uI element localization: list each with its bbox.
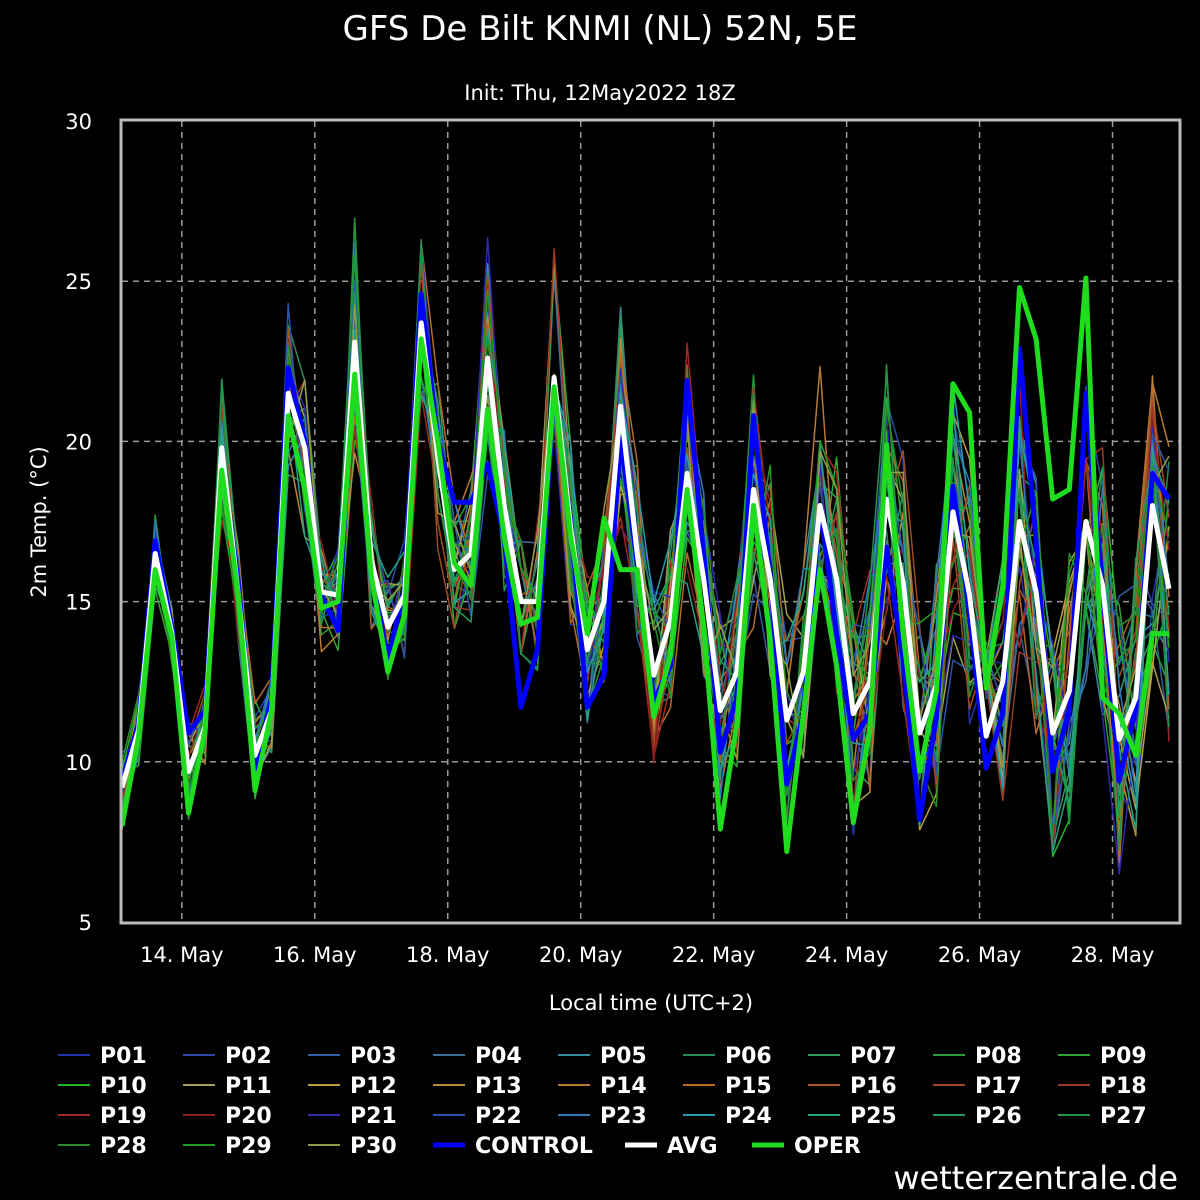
legend-label: CONTROL bbox=[475, 1134, 593, 1159]
x-axis-label: Local time (UTC+2) bbox=[549, 991, 753, 1015]
x-tick-label: 20. May bbox=[539, 943, 623, 967]
series-lines bbox=[119, 217, 1172, 875]
legend: P01 P02 P03 P04 P05 P06 P07 P08 P09 P10 P11 P12 P13 P… bbox=[58, 1044, 1147, 1159]
x-tick-label: 24. May bbox=[805, 943, 889, 967]
legend-label: P01 bbox=[100, 1044, 147, 1069]
legend-label: P04 bbox=[475, 1044, 522, 1069]
legend-label: P29 bbox=[225, 1134, 272, 1159]
plot-frame bbox=[119, 118, 1182, 925]
legend-label: P10 bbox=[100, 1074, 147, 1099]
legend-label: P12 bbox=[350, 1074, 397, 1099]
legend-label: P19 bbox=[100, 1104, 147, 1129]
legend-label: P05 bbox=[600, 1044, 647, 1069]
x-tick-label: 14. May bbox=[140, 943, 224, 967]
legend-label: P15 bbox=[725, 1074, 772, 1099]
legend-label: P27 bbox=[1100, 1104, 1147, 1129]
legend-label: P22 bbox=[475, 1104, 522, 1129]
legend-label: P09 bbox=[1100, 1044, 1147, 1069]
y-tick-label: 5 bbox=[79, 911, 92, 935]
series-line-oper bbox=[119, 275, 1169, 854]
legend-label: P23 bbox=[600, 1104, 647, 1129]
legend-label: OPER bbox=[794, 1134, 861, 1159]
legend-label: AVG bbox=[667, 1134, 718, 1159]
legend-label: P24 bbox=[725, 1104, 772, 1129]
legend-label: P06 bbox=[725, 1044, 772, 1069]
series-line-avg bbox=[119, 320, 1172, 789]
x-tick-label: 26. May bbox=[938, 943, 1022, 967]
legend-label: P13 bbox=[475, 1074, 522, 1099]
legend-label: P07 bbox=[850, 1044, 897, 1069]
x-tick-label: 16. May bbox=[273, 943, 357, 967]
legend-label: P14 bbox=[600, 1074, 647, 1099]
y-axis-label: 2m Temp. (°C) bbox=[27, 446, 51, 597]
legend-label: P30 bbox=[350, 1134, 397, 1159]
legend-label: P25 bbox=[850, 1104, 897, 1129]
y-tick-label: 30 bbox=[65, 110, 92, 134]
y-tick-label: 20 bbox=[65, 430, 92, 454]
chart-subtitle: Init: Thu, 12May2022 18Z bbox=[464, 81, 735, 105]
legend-label: P11 bbox=[225, 1074, 272, 1099]
chart-title: GFS De Bilt KNMI (NL) 52N, 5E bbox=[343, 9, 858, 49]
legend-label: P21 bbox=[350, 1104, 397, 1129]
y-tick-label: 15 bbox=[65, 591, 92, 615]
x-ticks: 14. May 16. May 18. May 20. May 22. May 24. M… bbox=[140, 943, 1154, 967]
y-ticks: 5 10 15 20 25 30 bbox=[65, 110, 92, 935]
legend-label: P17 bbox=[975, 1074, 1022, 1099]
x-tick-label: 28. May bbox=[1071, 943, 1155, 967]
y-tick-label: 10 bbox=[65, 751, 92, 775]
x-tick-label: 22. May bbox=[672, 943, 756, 967]
legend-label: P18 bbox=[1100, 1074, 1147, 1099]
legend-label: P16 bbox=[850, 1074, 897, 1099]
legend-label: P03 bbox=[350, 1044, 397, 1069]
y-tick-label: 25 bbox=[65, 270, 92, 294]
legend-label: P08 bbox=[975, 1044, 1022, 1069]
legend-label: P20 bbox=[225, 1104, 272, 1129]
legend-label: P26 bbox=[975, 1104, 1022, 1129]
legend-label: P02 bbox=[225, 1044, 272, 1069]
credit-text: wetterzentrale.de bbox=[893, 1159, 1178, 1197]
legend-label: P28 bbox=[100, 1134, 147, 1159]
x-tick-label: 18. May bbox=[406, 943, 490, 967]
